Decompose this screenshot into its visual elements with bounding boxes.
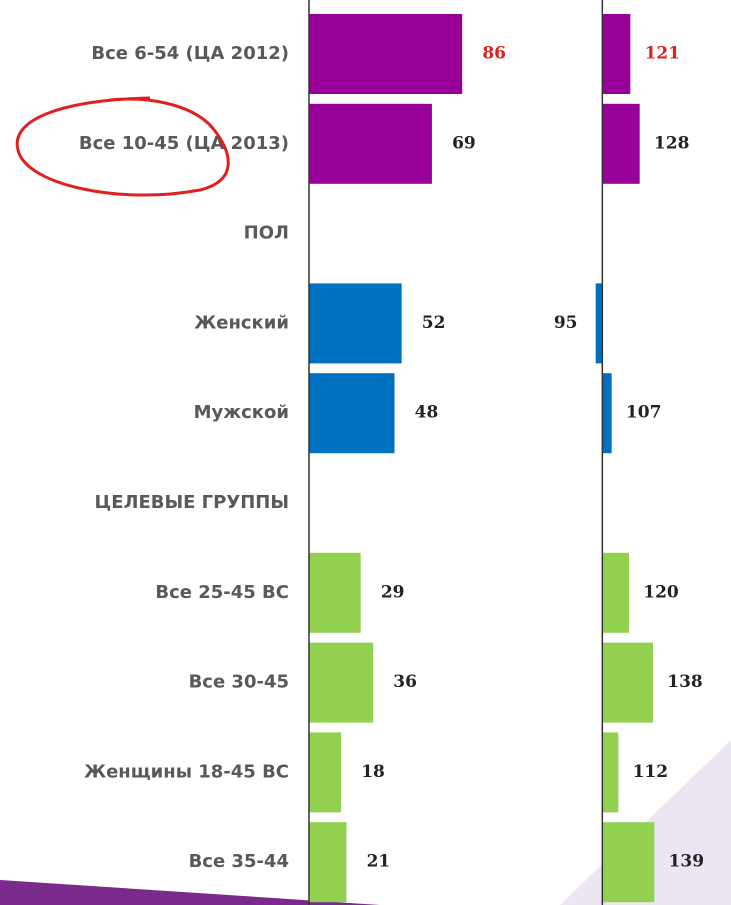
bar bbox=[602, 14, 631, 94]
bar bbox=[602, 103, 640, 184]
value-label: 112 bbox=[633, 762, 669, 782]
category-label: Мужской bbox=[194, 402, 289, 423]
bar bbox=[602, 732, 619, 813]
category-label: Все 25-45 ВС bbox=[155, 582, 289, 603]
bar bbox=[309, 373, 395, 454]
category-label: Женский bbox=[194, 312, 289, 333]
bar bbox=[309, 822, 347, 903]
bar bbox=[602, 822, 655, 903]
value-label: 69 bbox=[452, 133, 476, 153]
value-label: 86 bbox=[482, 44, 506, 64]
bar bbox=[309, 642, 374, 723]
value-label: 36 bbox=[393, 672, 417, 692]
bar bbox=[309, 283, 402, 364]
bar bbox=[602, 373, 612, 454]
annotation-circle bbox=[15, 96, 230, 197]
bar bbox=[602, 552, 629, 633]
bar bbox=[595, 283, 603, 364]
bar bbox=[309, 103, 432, 184]
bar bbox=[309, 14, 463, 94]
value-label: 121 bbox=[645, 44, 681, 64]
value-label: 29 bbox=[381, 582, 405, 602]
category-label: Все 35-44 bbox=[189, 851, 289, 872]
bar bbox=[309, 552, 361, 633]
plot: Все 6-54 (ЦА 2012) Все 10-45 (ЦА 2013) ПОЛ… bbox=[79, 0, 704, 905]
category-label: Все 6-54 (ЦА 2012) bbox=[91, 43, 289, 64]
category-label: Все 10-45 (ЦА 2013) bbox=[79, 133, 289, 154]
value-label: 128 bbox=[654, 133, 690, 153]
value-label: 18 bbox=[361, 762, 385, 782]
category-label: ПОЛ bbox=[244, 223, 289, 244]
value-label: 139 bbox=[669, 852, 705, 872]
value-label: 21 bbox=[367, 852, 391, 872]
value-label: 52 bbox=[422, 313, 446, 333]
value-label: 95 bbox=[554, 313, 578, 333]
value-label: 138 bbox=[667, 672, 703, 692]
category-label: Все 30-45 bbox=[189, 672, 289, 693]
category-label: Женщины 18-45 ВС bbox=[84, 761, 289, 782]
category-label: ЦЕЛЕВЫЕ ГРУППЫ bbox=[95, 492, 290, 513]
decoration bbox=[0, 880, 380, 905]
bar bbox=[309, 732, 342, 813]
value-label: 107 bbox=[626, 403, 662, 423]
value-label: 48 bbox=[415, 403, 439, 423]
bar bbox=[602, 642, 653, 723]
value-label: 120 bbox=[643, 582, 679, 602]
